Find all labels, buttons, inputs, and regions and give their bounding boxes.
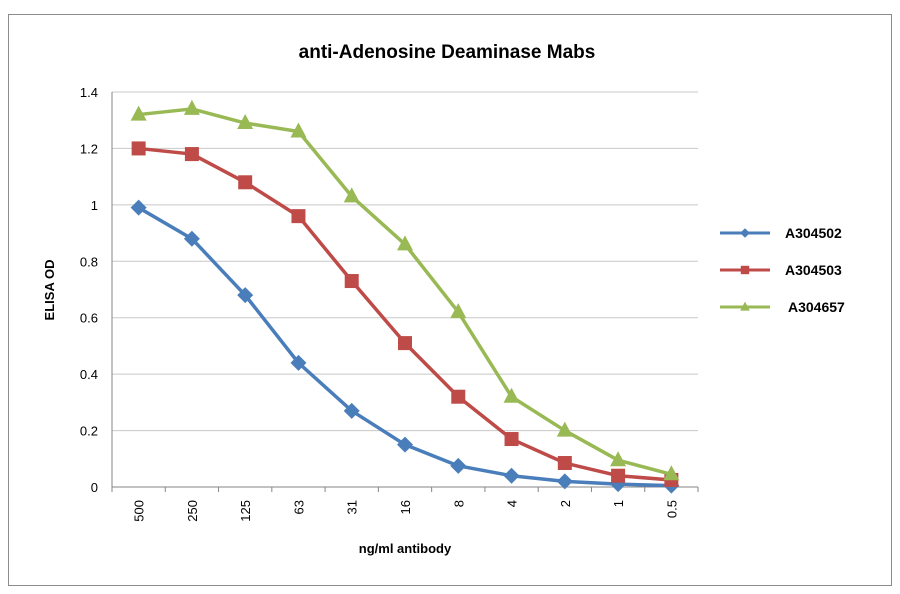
x-tick-label: 2	[558, 500, 573, 507]
data-point-A304502	[503, 467, 520, 484]
data-point-A304502	[290, 354, 307, 371]
x-tick-label: 250	[185, 500, 200, 522]
data-point-A304657	[610, 451, 627, 467]
legend-marker-A304503	[740, 265, 750, 275]
data-point-A304502	[130, 199, 147, 216]
data-point-A304502	[450, 457, 467, 474]
x-tick-label: 1	[611, 500, 626, 507]
y-tick-label: 1.4	[80, 85, 98, 100]
data-point-A304503	[344, 274, 359, 289]
data-point-A304502	[556, 473, 573, 490]
y-tick-label: 0.6	[80, 311, 98, 326]
x-tick-label: 63	[291, 500, 306, 514]
x-tick-label: 0.5	[664, 500, 679, 518]
data-point-A304657	[397, 235, 413, 251]
data-point-A304657	[556, 421, 573, 437]
legend-marker-A304502	[740, 228, 750, 238]
legend-label: A304502	[785, 225, 842, 241]
data-point-A304502	[183, 230, 200, 247]
data-point-A304502	[237, 287, 254, 304]
data-point-A304657	[130, 105, 147, 121]
data-point-A304503	[611, 468, 626, 483]
data-point-A304503	[398, 336, 412, 351]
legend-marker-A304657	[740, 301, 750, 311]
x-tick-label: 16	[398, 500, 413, 514]
x-tick-label: 4	[505, 500, 520, 507]
data-point-A304503	[451, 389, 466, 404]
y-tick-label: 0.4	[80, 367, 98, 382]
data-point-A304657	[663, 465, 680, 481]
data-point-A304657	[290, 122, 307, 138]
data-point-A304502	[343, 402, 360, 419]
y-axis-label: ELISA OD	[42, 260, 57, 321]
y-tick-label: 0	[91, 480, 98, 495]
x-axis-label: ng/ml antibody	[359, 541, 452, 556]
data-point-A304657	[503, 387, 520, 403]
y-tick-label: 1	[91, 198, 98, 213]
data-point-A304657	[237, 114, 254, 130]
data-point-A304503	[238, 175, 253, 190]
chart-title: anti-Adenosine Deaminase Mabs	[299, 42, 596, 63]
legend-label: A304657	[788, 299, 845, 315]
y-tick-label: 0.8	[80, 254, 98, 269]
data-point-A304503	[557, 456, 572, 471]
x-tick-label: 125	[238, 500, 253, 522]
y-tick-label: 1.2	[80, 141, 98, 156]
data-point-A304503	[131, 141, 146, 156]
legend-label: A304503	[785, 262, 842, 278]
data-point-A304503	[184, 147, 199, 162]
x-tick-label: 8	[451, 500, 466, 507]
data-point-A304503	[504, 432, 519, 447]
data-point-A304503	[291, 209, 306, 224]
data-point-A304502	[397, 436, 413, 453]
x-tick-label: 31	[345, 500, 360, 514]
data-point-A304657	[450, 303, 467, 319]
y-tick-label: 0.2	[80, 424, 98, 439]
series-line-A304657	[138, 107, 672, 476]
x-tick-label: 500	[132, 500, 147, 522]
data-point-A304657	[183, 99, 200, 115]
data-point-A304657	[343, 187, 360, 203]
